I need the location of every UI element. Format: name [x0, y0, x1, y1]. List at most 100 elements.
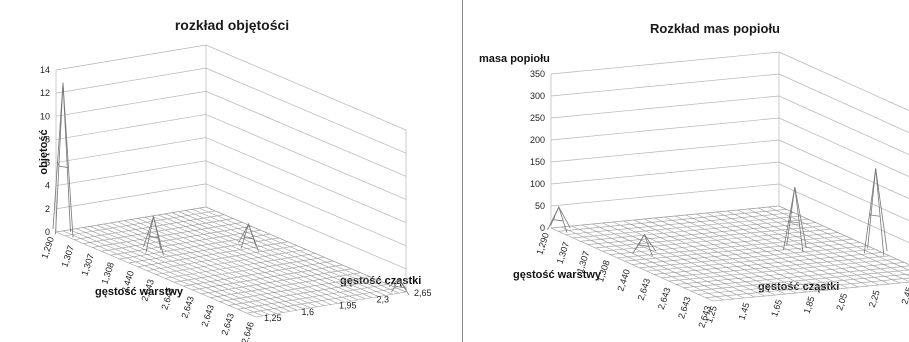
y-tick-label: 1,25 — [264, 313, 282, 323]
floor-meshline — [661, 255, 890, 279]
chart-panel-volume: rozkład objętości objętość gęstość warst… — [38, 0, 463, 342]
surface-peak — [552, 217, 563, 222]
wall-gridline — [55, 44, 407, 131]
x-tick-label: 1,307 — [79, 253, 95, 278]
floor-meshline — [174, 256, 325, 283]
z-tick-label: 2 — [45, 204, 50, 214]
x-tick-label: 1,307 — [555, 241, 571, 266]
surface-peak — [55, 82, 71, 235]
floor-meshline — [706, 212, 869, 287]
floor-meshline — [664, 216, 828, 291]
floor-meshline — [675, 215, 838, 290]
floor-meshline — [205, 206, 407, 293]
floor-meshline — [199, 207, 400, 294]
floor-meshline — [768, 206, 909, 271]
floor-meshline — [228, 280, 379, 306]
floor-meshline — [668, 258, 897, 282]
x-tick-label: 2,646 — [239, 321, 255, 342]
x-tick-label: 2,643 — [179, 295, 195, 320]
wall-gridline — [55, 67, 407, 154]
y-tick-label: 2,3 — [377, 294, 390, 304]
floor-meshline — [185, 210, 386, 296]
z-tick-label: 250 — [530, 113, 545, 123]
wall-gridline — [550, 51, 909, 111]
z-axis-label: masa popiołu — [479, 53, 550, 65]
floor-meshline — [747, 208, 909, 282]
y-tick-label: 1,6 — [302, 307, 315, 317]
wall-gridline — [55, 90, 407, 177]
floor-meshline — [758, 207, 909, 277]
wall-gridline — [550, 139, 909, 199]
floor-meshline — [192, 264, 343, 291]
wall-gridline — [550, 117, 909, 177]
floor-meshline — [183, 260, 334, 287]
z-tick-label: 50 — [535, 201, 545, 211]
floor-meshline — [705, 277, 909, 298]
wall-gridline — [550, 95, 909, 155]
floor-meshline — [255, 291, 407, 318]
wall-gridline — [55, 160, 407, 247]
y-tick-label: 2,05 — [834, 292, 849, 312]
surface-peak — [869, 212, 880, 217]
z-tick-label: 12 — [40, 88, 50, 98]
z-tick-label: 300 — [530, 91, 545, 101]
wall-gridline — [55, 114, 407, 200]
surface-peak — [243, 234, 254, 240]
surface-peak — [148, 233, 159, 239]
floor-meshline — [192, 208, 393, 295]
floor-meshline — [171, 212, 373, 298]
x-tick-label: 1,307 — [59, 244, 75, 269]
floor-meshline — [210, 272, 361, 298]
z-tick-label: 4 — [45, 181, 50, 191]
floor-meshline — [158, 214, 359, 301]
floor-meshline — [778, 205, 909, 265]
y-tick-label: 2,45 — [899, 286, 909, 306]
surface-peak — [863, 168, 888, 254]
floor-meshline — [130, 219, 332, 305]
floor-meshline — [151, 215, 352, 302]
chart-panel-ash-mass: Rozkład mas popiołu masa popiołu gęstość… — [463, 0, 909, 342]
z-axis-label: objętość — [38, 129, 50, 174]
x-tick-label: 2,643 — [676, 295, 692, 320]
floor-meshline — [178, 211, 379, 297]
x-tick-label: 2,643 — [219, 312, 235, 337]
floor-meshline — [698, 273, 909, 295]
surface-peak — [547, 206, 571, 231]
floor-meshline — [246, 287, 397, 314]
z-tick-label: 14 — [40, 65, 50, 75]
floor-meshline — [727, 210, 890, 285]
floor-meshline — [137, 218, 338, 304]
wall-gridline — [550, 73, 909, 133]
z-tick-label: 10 — [40, 111, 50, 121]
z-tick-label: 350 — [530, 69, 545, 79]
y-tick-label: 1,85 — [802, 295, 817, 315]
floor-meshline — [685, 214, 848, 289]
x-tick-label: 1,290 — [39, 236, 55, 261]
surface-peak — [145, 216, 162, 253]
z-tick-label: 0 — [45, 227, 50, 237]
floor-meshline — [654, 252, 883, 275]
floor-meshline — [716, 211, 879, 286]
y-tick-label: 1,65 — [769, 298, 784, 318]
y-tick-label: 1,95 — [339, 301, 357, 311]
floor-meshline — [695, 213, 859, 288]
x-tick-label: 1,290 — [534, 232, 550, 257]
chart-title: rozkład objętości — [175, 17, 289, 33]
floor-meshline — [237, 283, 388, 310]
surface-peak — [391, 278, 407, 293]
x-axis-label: gęstość warstwy — [513, 269, 602, 281]
floor-meshline — [712, 281, 909, 302]
surface-peak — [393, 283, 405, 289]
ash-mass-surface-chart: Rozkład mas popiołu masa popiołu gęstość… — [479, 21, 909, 329]
x-axis-label: gęstość warstwy — [95, 286, 184, 298]
floor-meshline — [690, 269, 909, 292]
floor-meshline — [165, 253, 316, 279]
volume-surface-chart: rozkład objętości objętość gęstość warst… — [38, 17, 432, 342]
wall-gridline — [55, 137, 407, 223]
y-tick-label: 2,65 — [414, 288, 432, 298]
z-tick-label: 100 — [530, 179, 545, 189]
x-tick-label: 1,308 — [99, 261, 115, 286]
surface-peak — [783, 187, 807, 250]
z-tick-label: 200 — [530, 135, 545, 145]
z-tick-label: 0 — [540, 223, 545, 233]
